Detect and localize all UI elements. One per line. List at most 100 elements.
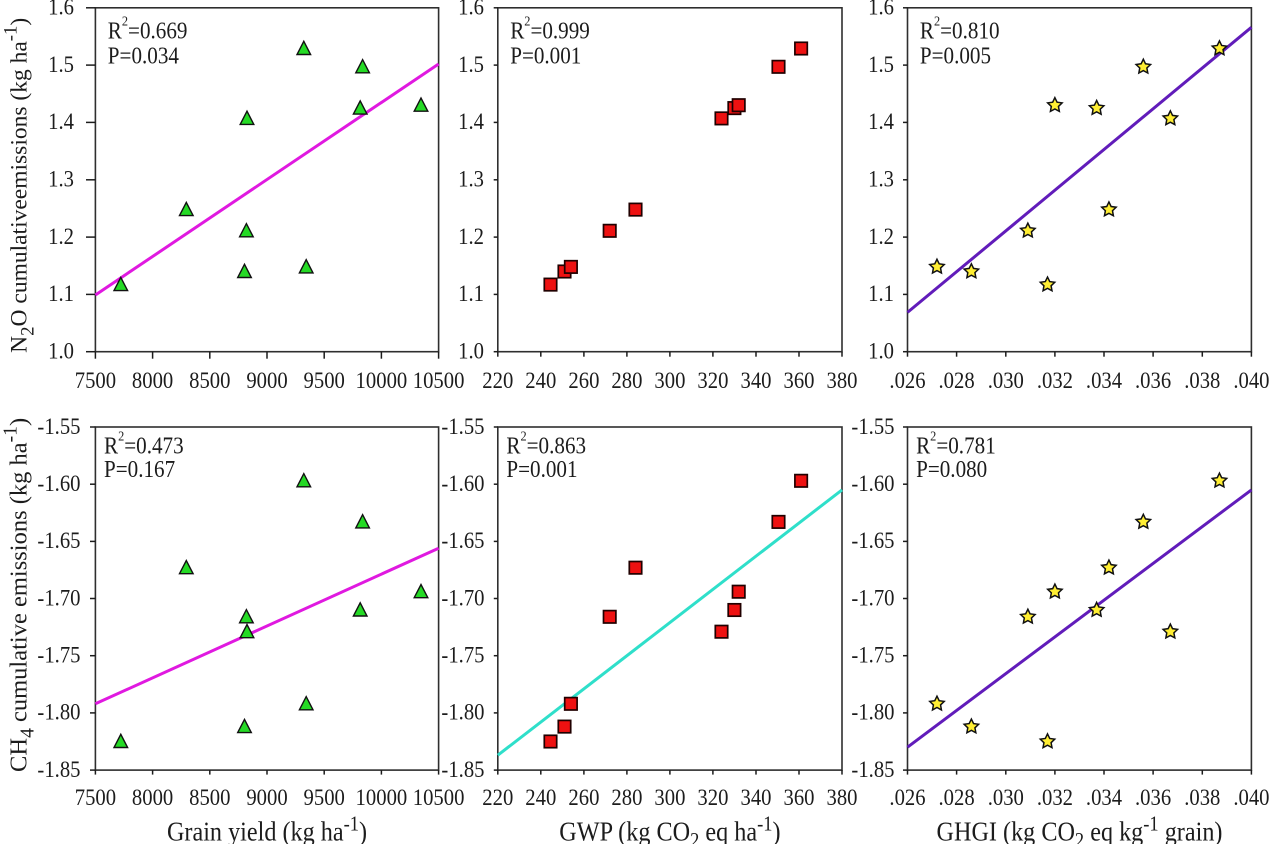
svg-text:-1.80: -1.80	[851, 698, 894, 725]
svg-text:380: 380	[826, 784, 857, 811]
svg-text:-1.55: -1.55	[441, 413, 484, 440]
svg-text:9000: 9000	[246, 784, 287, 811]
svg-text:.036: .036	[1135, 367, 1171, 394]
svg-text:.038: .038	[1184, 784, 1220, 811]
svg-text:260: 260	[568, 784, 599, 811]
svg-text:1.3: 1.3	[48, 165, 74, 192]
svg-text:240: 240	[525, 367, 556, 394]
svg-text:1.0: 1.0	[48, 337, 74, 364]
svg-text:1.4: 1.4	[868, 108, 894, 135]
svg-text:.040: .040	[1233, 367, 1269, 394]
svg-text:380: 380	[826, 367, 857, 394]
svg-text:1.3: 1.3	[868, 165, 894, 192]
svg-text:.028: .028	[939, 784, 975, 811]
svg-text:1.5: 1.5	[458, 51, 484, 78]
svg-text:1.3: 1.3	[458, 165, 484, 192]
svg-text:R2=0.863: R2=0.863	[506, 428, 586, 459]
svg-text:.032: .032	[1037, 784, 1073, 811]
svg-text:260: 260	[568, 367, 599, 394]
svg-text:-1.70: -1.70	[851, 584, 894, 611]
svg-text:-1.80: -1.80	[37, 698, 80, 725]
svg-text:360: 360	[783, 784, 814, 811]
svg-text:-1.65: -1.65	[441, 527, 484, 554]
svg-text:340: 340	[740, 367, 771, 394]
svg-text:8500: 8500	[189, 784, 230, 811]
svg-text:-1.75: -1.75	[851, 641, 894, 668]
svg-text:R2=0.669: R2=0.669	[108, 13, 188, 44]
svg-text:1.4: 1.4	[458, 108, 484, 135]
svg-text:P=0.167: P=0.167	[104, 456, 175, 483]
svg-text:-1.60: -1.60	[37, 470, 80, 497]
svg-text:P=0.001: P=0.001	[506, 456, 577, 483]
svg-text:.038: .038	[1184, 367, 1220, 394]
svg-text:1.2: 1.2	[868, 223, 894, 250]
svg-text:1.2: 1.2	[48, 223, 74, 250]
svg-text:.026: .026	[889, 784, 925, 811]
svg-text:-1.60: -1.60	[441, 470, 484, 497]
svg-text:7500: 7500	[75, 367, 116, 394]
svg-text:.034: .034	[1086, 367, 1122, 394]
svg-text:.030: .030	[988, 367, 1024, 394]
svg-text:.034: .034	[1086, 784, 1122, 811]
svg-text:8500: 8500	[189, 367, 230, 394]
svg-text:10000: 10000	[356, 367, 408, 394]
svg-text:-1.60: -1.60	[851, 470, 894, 497]
svg-text:-1.75: -1.75	[37, 641, 80, 668]
svg-text:P=0.005: P=0.005	[920, 42, 991, 69]
svg-text:P=0.080: P=0.080	[916, 456, 987, 483]
svg-text:280: 280	[611, 367, 642, 394]
svg-text:.040: .040	[1233, 784, 1269, 811]
svg-text:.030: .030	[988, 784, 1024, 811]
svg-text:GHGI (kg CO2​ eq kg-1​ grain): GHGI (kg CO2​ eq kg-1​ grain)	[937, 812, 1223, 844]
svg-text:-1.55: -1.55	[37, 413, 80, 440]
svg-text:1.1: 1.1	[868, 280, 894, 307]
svg-text:.032: .032	[1037, 367, 1073, 394]
svg-text:1.6: 1.6	[868, 0, 894, 20]
svg-text:7500: 7500	[75, 784, 116, 811]
svg-text:300: 300	[654, 784, 685, 811]
svg-text:N2​O cumulativeemissions (kg h: N2​O cumulativeemissions (kg ha-1​)	[1, 18, 39, 353]
svg-text:1.2: 1.2	[458, 223, 484, 250]
svg-text:10500: 10500	[413, 784, 465, 811]
svg-text:GWP (kg CO2​ eq ha-1​): GWP (kg CO2​ eq ha-1​)	[559, 812, 780, 844]
svg-text:1.5: 1.5	[48, 51, 74, 78]
svg-text:9000: 9000	[246, 367, 287, 394]
svg-text:.036: .036	[1135, 784, 1171, 811]
svg-text:-1.70: -1.70	[37, 584, 80, 611]
svg-text:P=0.001: P=0.001	[510, 42, 581, 69]
svg-text:1.0: 1.0	[458, 337, 484, 364]
svg-text:9500: 9500	[304, 367, 345, 394]
svg-text:-1.85: -1.85	[441, 756, 484, 783]
svg-text:-1.75: -1.75	[441, 641, 484, 668]
svg-text:1.0: 1.0	[868, 337, 894, 364]
svg-text:9500: 9500	[304, 784, 345, 811]
svg-text:220: 220	[482, 367, 513, 394]
svg-text:-1.85: -1.85	[851, 756, 894, 783]
svg-text:10500: 10500	[413, 367, 465, 394]
svg-text:8000: 8000	[132, 367, 173, 394]
svg-text:1.5: 1.5	[868, 51, 894, 78]
svg-text:340: 340	[740, 784, 771, 811]
svg-text:-1.55: -1.55	[851, 413, 894, 440]
svg-text:P=0.034: P=0.034	[108, 42, 179, 69]
svg-text:320: 320	[697, 784, 728, 811]
svg-text:1.4: 1.4	[48, 108, 74, 135]
svg-text:-1.70: -1.70	[441, 584, 484, 611]
svg-text:1.6: 1.6	[48, 0, 74, 20]
svg-text:240: 240	[525, 784, 556, 811]
svg-text:1.1: 1.1	[458, 280, 484, 307]
svg-text:.026: .026	[889, 367, 925, 394]
svg-text:CH4​ cumulative emissions (kg: CH4​ cumulative emissions (kg ha-1​)	[1, 418, 39, 772]
svg-text:-1.80: -1.80	[441, 698, 484, 725]
svg-text:1.1: 1.1	[48, 280, 74, 307]
svg-text:-1.65: -1.65	[37, 527, 80, 554]
svg-text:10000: 10000	[356, 784, 408, 811]
svg-text:-1.65: -1.65	[851, 527, 894, 554]
svg-text:360: 360	[783, 367, 814, 394]
svg-text:R2=0.473: R2=0.473	[104, 428, 184, 459]
svg-text:R2=0.999: R2=0.999	[510, 13, 590, 44]
svg-text:280: 280	[611, 784, 642, 811]
svg-text:Grain yield (kg ha-1​): Grain yield (kg ha-1​)	[167, 812, 367, 844]
svg-text:1.6: 1.6	[458, 0, 484, 20]
svg-text:-1.85: -1.85	[37, 756, 80, 783]
